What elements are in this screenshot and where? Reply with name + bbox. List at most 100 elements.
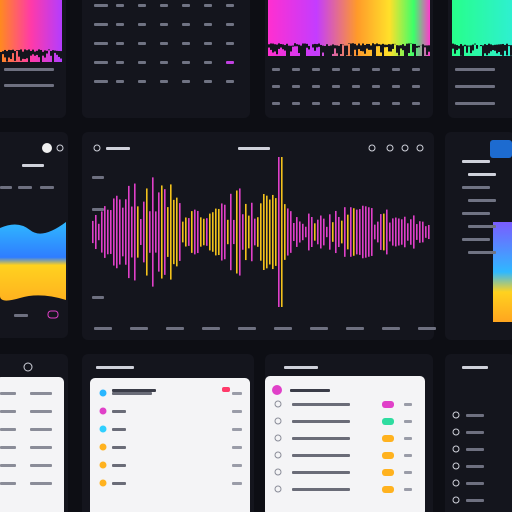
text-line [112,446,126,449]
text-line [466,448,484,451]
text-line [466,431,484,434]
wave-bar [125,199,127,265]
text-line [94,327,112,330]
side-button[interactable] [490,140,512,158]
text-line [332,102,340,105]
text-line [312,102,320,105]
text-line [292,454,350,457]
spectrum-edge [466,45,468,53]
spectrum-edge [382,43,384,58]
wave-bar [200,217,202,247]
text-line [202,327,220,330]
row-icon [452,496,460,504]
text-line [116,80,124,83]
wave-bar [365,206,367,258]
spectrum-edge [40,49,42,63]
spectrum-edge [458,45,460,49]
wave-bar [155,211,157,253]
spectrum-edge [50,50,52,56]
text-line [232,392,242,395]
spectrum-edge [284,45,286,51]
icon-button[interactable] [386,144,394,152]
wave-bar [317,219,319,245]
card [0,377,64,512]
wave-bar [146,188,148,276]
wave-bar [338,216,340,248]
spectrum-edge [272,43,274,53]
spectrum-edge [464,44,466,47]
text-line [292,437,350,440]
text-line [0,464,16,467]
spectrum-edge [412,43,414,53]
spectrum-edge [480,45,482,47]
spectrum-edge [34,51,36,56]
text-line [204,80,212,83]
spectrum-edge [398,45,400,56]
text-line [226,42,234,45]
wave-bar [167,207,169,257]
wave-bar [254,218,256,246]
text-line [232,410,242,413]
text-line [468,199,496,202]
wave-bar [251,202,253,262]
row-icon [452,445,460,453]
icon-button[interactable] [368,144,376,152]
text-line [312,85,320,88]
wave-bar [263,194,265,270]
wave-bar [173,199,175,265]
text-line [92,208,104,211]
spectrum-edge [22,51,24,59]
toggle[interactable] [47,310,59,319]
text-line [462,160,490,163]
wave-bar [404,216,406,248]
wave-bar [185,217,187,247]
wave-bar [275,198,277,266]
text-line [455,68,495,71]
spectrum-edge [460,44,462,56]
text-line [4,68,54,71]
row-icon [274,485,282,493]
spectrum-edge [508,45,510,47]
text-line [14,314,28,317]
card [265,376,425,512]
wave-bar [176,197,178,267]
wave-bar [386,209,388,255]
spectrum-edge [308,45,310,50]
wave-bar [344,207,346,257]
spectrum-edge [336,45,338,54]
spectrum-edge [422,44,424,58]
text-line [30,446,52,449]
spectrum-edge [392,43,394,49]
wave-bar [92,220,94,244]
wave-bar [218,208,220,256]
spectrum-edge [498,44,500,52]
status-pill [382,418,394,425]
wave-bar [245,203,247,261]
wave-bar [362,205,364,259]
spectrum-edge [288,45,290,58]
text-line [30,392,52,395]
wave-bar [314,223,316,241]
text-line [392,68,400,71]
spectrum-edge [510,45,512,56]
text-line [332,68,340,71]
wave-bar [248,215,250,249]
spectrum-edge [282,44,284,50]
wave-bar [215,208,217,256]
wave-bar [341,220,343,244]
text-line [94,61,108,64]
icon-button[interactable] [416,144,424,152]
text-line [160,23,168,26]
text-line [112,482,126,485]
spectrum-edge [306,43,308,48]
text-line [232,428,242,431]
icon-button[interactable] [401,144,409,152]
wave-area [0,222,66,301]
text-line [232,482,242,485]
text-line [30,464,52,467]
text-line [462,238,490,241]
spectrum-edge [332,44,334,54]
text-line [310,327,328,330]
status-pill [382,452,394,459]
wave-bar [188,218,190,246]
